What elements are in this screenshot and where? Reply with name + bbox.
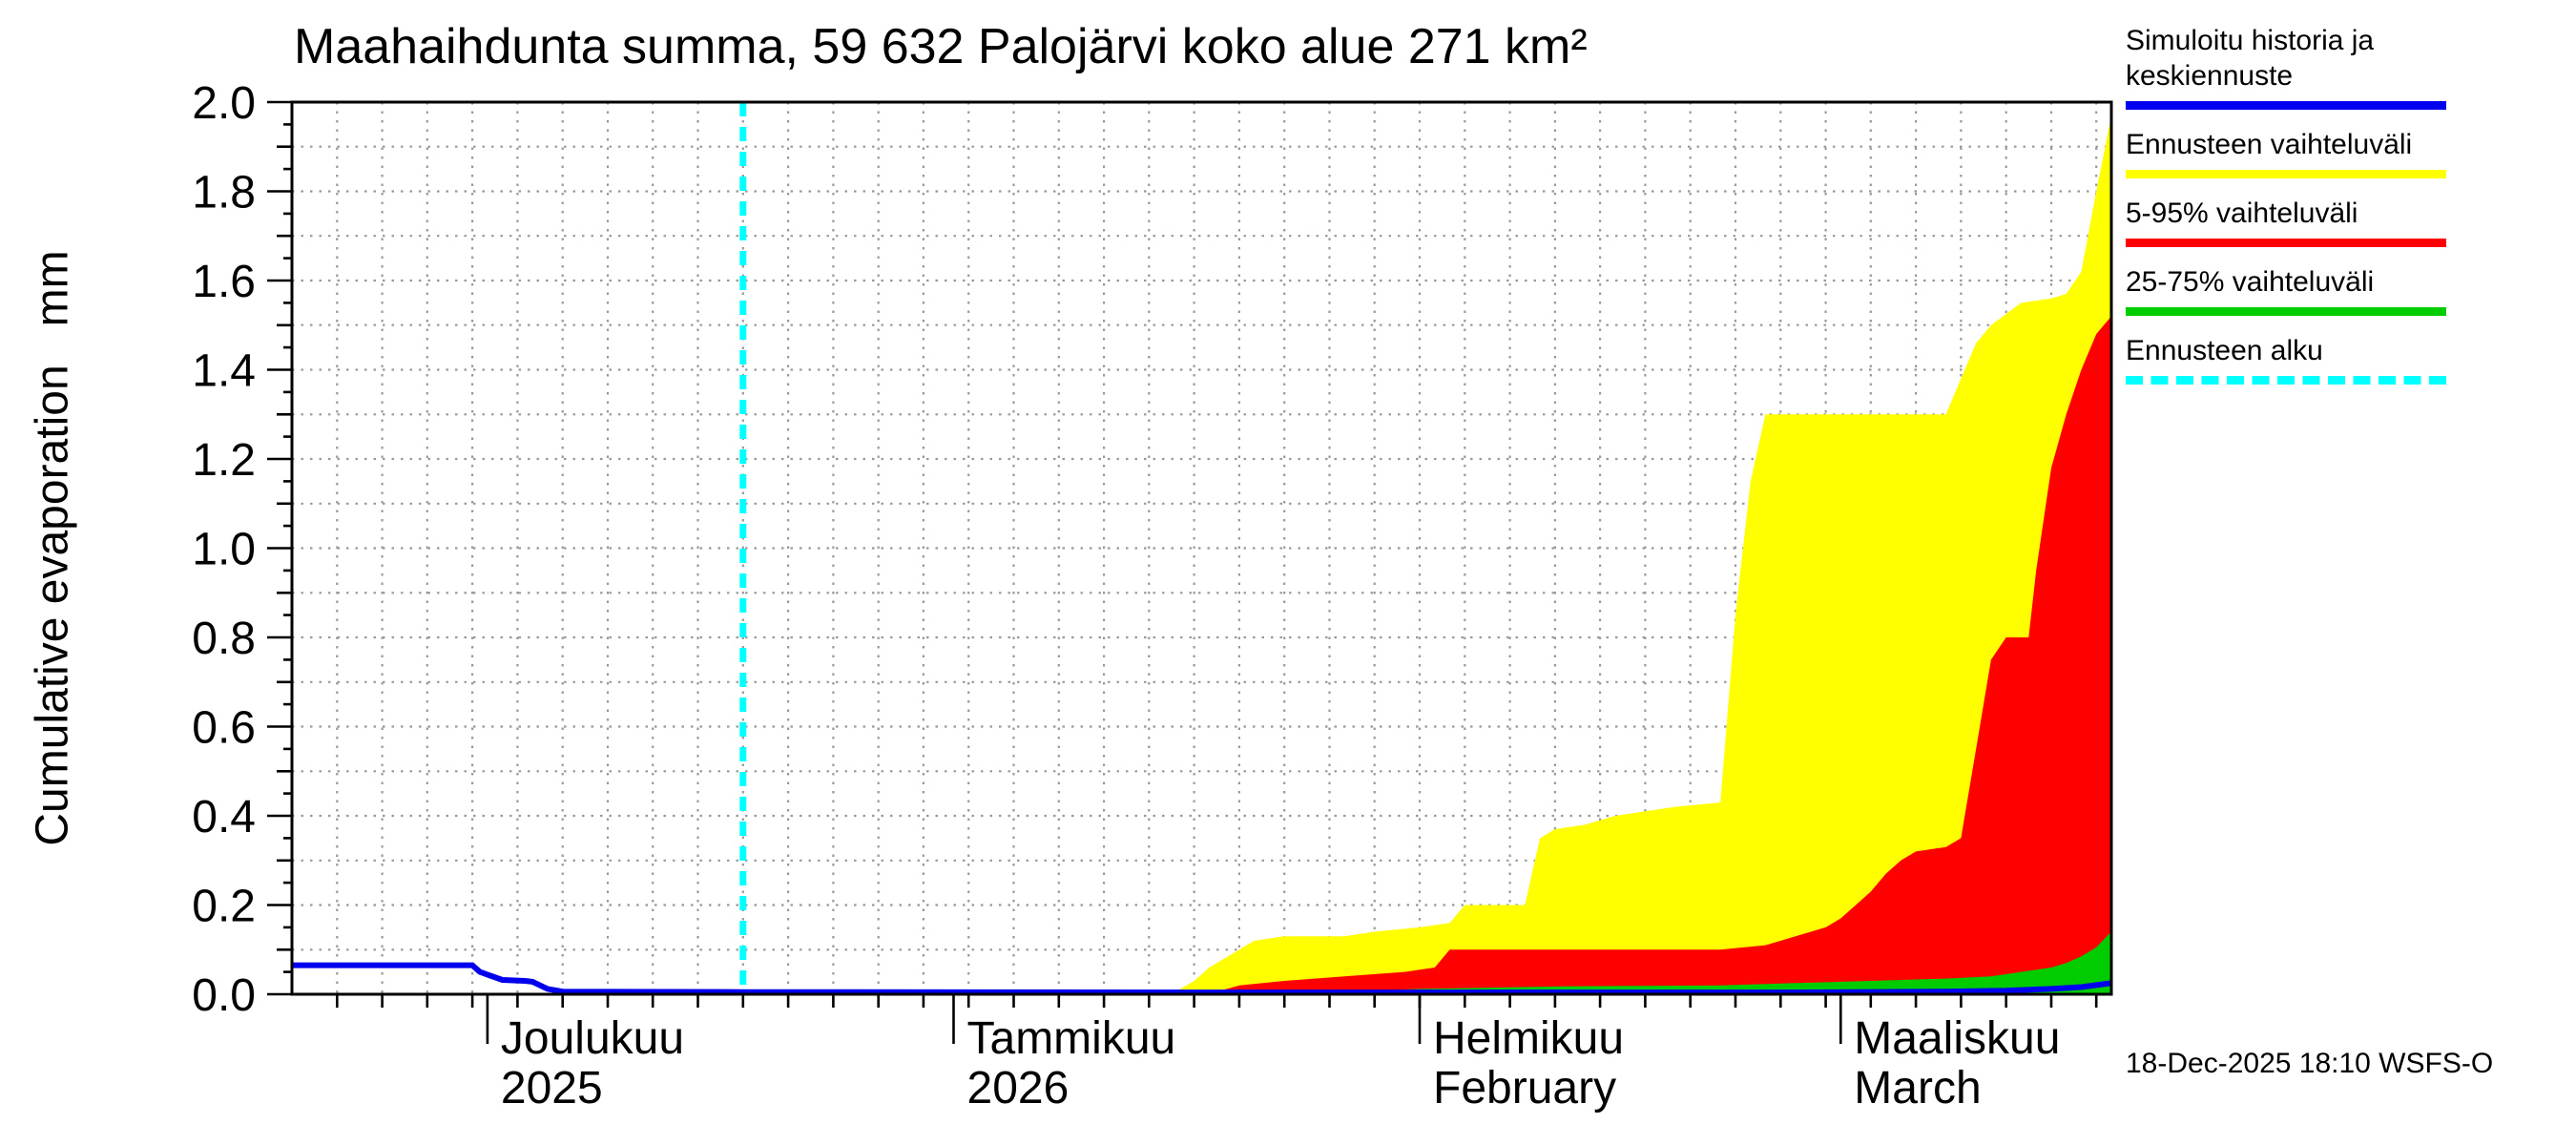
legend: Simuloitu historia ja keskiennuste Ennus… bbox=[2126, 23, 2446, 402]
y-tick-label: 0.2 bbox=[192, 882, 256, 932]
chart-title: Maahaihdunta summa, 59 632 Palojärvi kok… bbox=[294, 19, 1588, 74]
series-area-range-5-95 bbox=[292, 316, 2111, 994]
x-axis-month-label-line2: February bbox=[1433, 1063, 1616, 1114]
y-tick-label: 0.0 bbox=[192, 970, 256, 1021]
series-area-range-25-75 bbox=[292, 931, 2111, 994]
x-axis-month-label-line2: 2025 bbox=[501, 1063, 603, 1114]
y-tick-label: 1.4 bbox=[192, 346, 256, 397]
y-tick-label: 1.0 bbox=[192, 525, 256, 575]
series-line-mean bbox=[292, 962, 2112, 996]
legend-item-label: 5-95% vaihteluväli bbox=[2126, 198, 2358, 229]
y-tick-label: 0.6 bbox=[192, 703, 256, 754]
y-tick-label: 2.0 bbox=[192, 78, 256, 129]
timestamp-watermark: 18-Dec-2025 18:10 WSFS-O bbox=[2126, 1048, 2494, 1079]
legend-color-bar-mean bbox=[2126, 101, 2446, 110]
legend-item-forecast-start: Ennusteen alku bbox=[2126, 333, 2446, 385]
x-axis-month-label-line2: 2026 bbox=[967, 1063, 1070, 1114]
x-axis-month-label-line1: Helmikuu bbox=[1433, 1013, 1624, 1064]
y-tick-label: 0.8 bbox=[192, 614, 256, 664]
legend-color-bar-25-75 bbox=[2126, 307, 2446, 316]
legend-item-label: 25-75% vaihteluväli bbox=[2126, 266, 2375, 298]
legend-item-label: Ennusteen alku bbox=[2126, 335, 2323, 366]
x-axis-month-label-line1: Joulukuu bbox=[501, 1013, 684, 1064]
legend-item-label: Simuloitu historia ja keskiennuste bbox=[2126, 25, 2375, 92]
x-axis-month-label-line1: Tammikuu bbox=[967, 1013, 1176, 1064]
x-axis-month-label-line1: Maaliskuu bbox=[1854, 1013, 2060, 1064]
legend-item-5-95: 5-95% vaihteluväli bbox=[2126, 196, 2446, 247]
legend-color-bar-forecast-range bbox=[2126, 170, 2446, 178]
y-tick-label: 1.8 bbox=[192, 168, 256, 219]
y-tick-label: 0.4 bbox=[192, 792, 256, 843]
legend-item-mean: Simuloitu historia ja keskiennuste bbox=[2126, 23, 2446, 110]
y-tick-label: 1.6 bbox=[192, 257, 256, 307]
legend-item-25-75: 25-75% vaihteluväli bbox=[2126, 264, 2446, 316]
legend-item-forecast-range: Ennusteen vaihteluväli bbox=[2126, 127, 2446, 178]
y-tick-label: 1.2 bbox=[192, 435, 256, 486]
series-area-forecast-range bbox=[292, 115, 2111, 994]
x-axis-month-label-line2: March bbox=[1854, 1063, 1981, 1114]
legend-color-bar-5-95 bbox=[2126, 239, 2446, 247]
legend-color-bar-forecast-start bbox=[2126, 376, 2446, 385]
legend-item-label: Ennusteen vaihteluväli bbox=[2126, 129, 2413, 160]
